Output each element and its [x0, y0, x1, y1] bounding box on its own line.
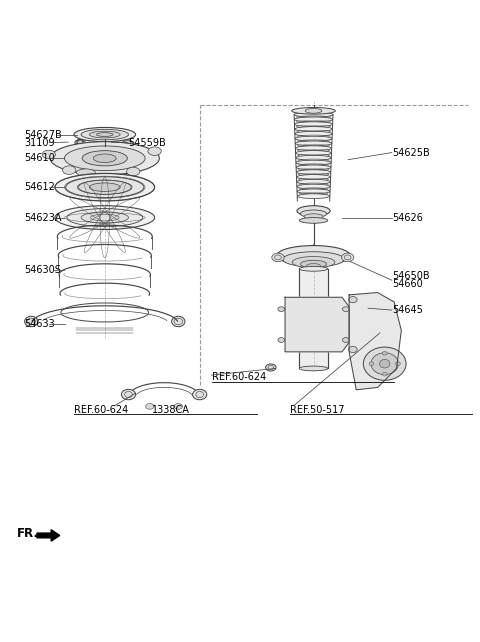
Ellipse shape — [89, 131, 120, 138]
Ellipse shape — [81, 129, 129, 140]
Ellipse shape — [295, 126, 333, 132]
Ellipse shape — [265, 364, 276, 371]
Ellipse shape — [369, 362, 374, 365]
Ellipse shape — [24, 317, 38, 327]
Ellipse shape — [305, 108, 322, 113]
Ellipse shape — [192, 389, 207, 400]
Ellipse shape — [304, 214, 323, 220]
Ellipse shape — [363, 347, 406, 380]
Text: 54610: 54610 — [24, 153, 55, 163]
Ellipse shape — [298, 194, 330, 198]
Ellipse shape — [343, 307, 349, 311]
Ellipse shape — [396, 362, 400, 365]
Ellipse shape — [62, 166, 76, 175]
Ellipse shape — [64, 146, 145, 171]
Ellipse shape — [297, 175, 330, 179]
Ellipse shape — [278, 338, 285, 342]
Ellipse shape — [295, 132, 332, 136]
Ellipse shape — [300, 218, 328, 223]
Ellipse shape — [371, 353, 398, 375]
Ellipse shape — [55, 205, 155, 229]
Text: 54559B: 54559B — [128, 137, 166, 148]
Ellipse shape — [383, 351, 387, 355]
Ellipse shape — [89, 183, 120, 191]
Ellipse shape — [294, 122, 333, 126]
Ellipse shape — [296, 151, 331, 155]
Ellipse shape — [121, 389, 136, 400]
Polygon shape — [349, 293, 401, 390]
Ellipse shape — [76, 169, 96, 176]
Text: 54633: 54633 — [24, 319, 55, 329]
Ellipse shape — [300, 260, 326, 268]
Ellipse shape — [294, 112, 333, 117]
Ellipse shape — [283, 252, 344, 267]
Ellipse shape — [306, 264, 321, 268]
Text: 54626: 54626 — [392, 213, 423, 223]
Text: 54612: 54612 — [24, 182, 55, 192]
Ellipse shape — [297, 189, 330, 194]
Ellipse shape — [74, 127, 136, 142]
Ellipse shape — [148, 147, 161, 155]
Ellipse shape — [292, 107, 336, 114]
Ellipse shape — [296, 160, 331, 165]
Polygon shape — [300, 269, 328, 369]
Ellipse shape — [342, 253, 354, 262]
Ellipse shape — [297, 179, 330, 184]
Polygon shape — [285, 297, 349, 352]
Ellipse shape — [297, 170, 331, 175]
Ellipse shape — [50, 142, 159, 175]
Ellipse shape — [77, 180, 132, 195]
Ellipse shape — [66, 177, 144, 198]
Ellipse shape — [300, 210, 326, 218]
Ellipse shape — [296, 155, 331, 160]
Text: REF.60-624: REF.60-624 — [212, 372, 266, 383]
Ellipse shape — [348, 297, 357, 303]
Ellipse shape — [278, 307, 285, 311]
Ellipse shape — [294, 117, 333, 122]
Text: 54625B: 54625B — [392, 148, 430, 157]
Ellipse shape — [123, 140, 132, 146]
Text: 54623A: 54623A — [24, 213, 61, 223]
Ellipse shape — [292, 256, 335, 268]
Ellipse shape — [272, 253, 284, 262]
Ellipse shape — [348, 347, 357, 352]
Ellipse shape — [296, 146, 332, 151]
Ellipse shape — [343, 338, 349, 342]
Ellipse shape — [82, 151, 127, 166]
Ellipse shape — [67, 209, 143, 227]
Ellipse shape — [380, 360, 390, 368]
Ellipse shape — [277, 245, 350, 266]
Ellipse shape — [55, 173, 155, 201]
Text: 54630S: 54630S — [24, 265, 61, 275]
Text: 54650B: 54650B — [392, 272, 430, 281]
Ellipse shape — [94, 154, 116, 162]
Ellipse shape — [300, 266, 328, 271]
Ellipse shape — [174, 404, 182, 409]
Text: REF.50-517: REF.50-517 — [290, 404, 344, 415]
Ellipse shape — [145, 404, 154, 409]
Text: 31109: 31109 — [24, 137, 55, 148]
Text: REF.60-624: REF.60-624 — [74, 404, 128, 415]
Ellipse shape — [297, 205, 330, 216]
Ellipse shape — [383, 372, 387, 376]
Ellipse shape — [295, 141, 332, 146]
Ellipse shape — [296, 165, 331, 169]
Ellipse shape — [297, 184, 330, 189]
Ellipse shape — [295, 136, 332, 141]
Polygon shape — [37, 530, 60, 541]
Ellipse shape — [42, 150, 56, 159]
Ellipse shape — [81, 212, 129, 223]
Ellipse shape — [127, 168, 140, 176]
Text: 54660: 54660 — [392, 279, 422, 289]
Ellipse shape — [300, 366, 328, 371]
Text: 54645: 54645 — [392, 305, 423, 315]
Text: FR.: FR. — [17, 527, 39, 540]
Ellipse shape — [75, 139, 85, 146]
Text: 54627B: 54627B — [24, 130, 62, 139]
Ellipse shape — [172, 317, 185, 327]
Ellipse shape — [373, 302, 386, 309]
Text: 1338CA: 1338CA — [152, 404, 190, 415]
Ellipse shape — [368, 312, 378, 318]
Ellipse shape — [96, 133, 113, 137]
